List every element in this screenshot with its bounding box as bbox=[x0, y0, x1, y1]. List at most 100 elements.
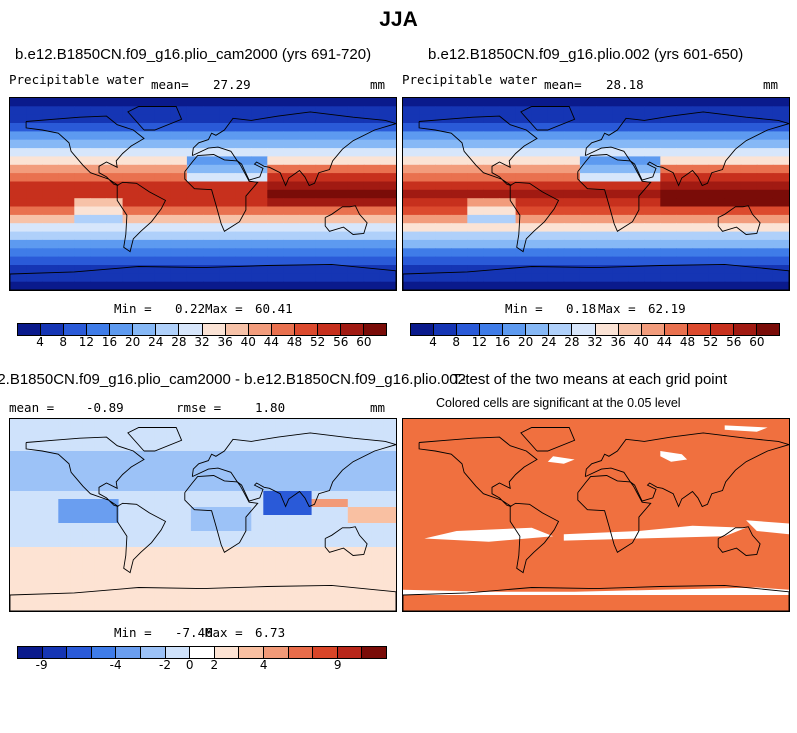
panel1-cell bbox=[106, 148, 124, 157]
panel3-cell bbox=[178, 587, 192, 596]
panel3-cell bbox=[70, 555, 83, 564]
panel2-cell bbox=[467, 265, 484, 274]
panel1-cell bbox=[283, 181, 301, 191]
panel1-cell bbox=[283, 123, 301, 132]
panel2-cell bbox=[692, 148, 710, 157]
cbar2-swatch bbox=[618, 324, 642, 335]
cbt2-label: 48 bbox=[679, 335, 696, 349]
cbt2-label: 36 bbox=[610, 335, 626, 349]
panel3-cell bbox=[299, 523, 313, 532]
panel2-cell bbox=[403, 98, 420, 107]
panel3-cell bbox=[70, 603, 83, 611]
panel1-cell bbox=[379, 256, 396, 266]
panel1-cell bbox=[235, 98, 252, 107]
panel2-cell bbox=[740, 123, 758, 132]
panel3-cell bbox=[263, 427, 276, 436]
panel3-cell bbox=[263, 539, 276, 548]
panel2-cell bbox=[579, 173, 597, 182]
panel3-cell bbox=[118, 579, 132, 588]
panel1-cell bbox=[170, 106, 188, 116]
panel3-cell bbox=[323, 507, 337, 516]
panel1-cell bbox=[138, 98, 156, 107]
panel3-cell bbox=[166, 603, 180, 611]
panel3-cell bbox=[10, 579, 23, 588]
panel3-cell bbox=[299, 515, 313, 524]
panel2-cell bbox=[612, 173, 629, 182]
panel3-cell bbox=[142, 571, 156, 580]
panel3-cell bbox=[46, 587, 59, 596]
panel3-cell bbox=[58, 587, 71, 596]
panel3-cell bbox=[347, 475, 361, 484]
panel3-cell bbox=[130, 435, 144, 444]
panel2-cell bbox=[660, 148, 677, 157]
panel1-cell bbox=[186, 148, 204, 157]
panel1-cell bbox=[219, 214, 236, 224]
panel2-cell bbox=[499, 231, 517, 241]
panel1-cell bbox=[283, 114, 301, 124]
panel2-cell bbox=[596, 106, 613, 116]
panel2-cell bbox=[499, 256, 517, 266]
panel1-cell bbox=[235, 214, 252, 224]
panel2-cell bbox=[692, 173, 710, 182]
panel3-cell bbox=[263, 459, 276, 468]
panel3-cell bbox=[70, 587, 83, 596]
panel2-cell bbox=[499, 189, 517, 199]
panel3-cell bbox=[130, 419, 144, 428]
panel1-cell bbox=[122, 239, 140, 249]
panel2-cell bbox=[740, 98, 758, 107]
panel2-cell bbox=[740, 131, 758, 141]
panel3-cell bbox=[203, 579, 216, 588]
panel1-cell bbox=[283, 106, 301, 116]
panel2-cell bbox=[740, 206, 758, 216]
panel2-cell bbox=[563, 181, 581, 191]
panel3-cell bbox=[58, 507, 71, 516]
panel2-cell bbox=[628, 156, 645, 166]
panel3-cell bbox=[203, 451, 216, 460]
panel3-cell bbox=[383, 451, 396, 460]
panel3-cell bbox=[22, 547, 35, 556]
panel1-cell bbox=[219, 156, 236, 166]
panel2-cell bbox=[579, 114, 597, 124]
panel3-cell bbox=[118, 571, 132, 580]
panel3-cell bbox=[154, 603, 168, 611]
panel2-cell bbox=[563, 265, 581, 274]
panel3-cell bbox=[371, 443, 385, 452]
panel3-cell bbox=[371, 571, 385, 580]
panel2-cell bbox=[515, 131, 533, 141]
panel2-map bbox=[402, 97, 790, 291]
panel2-cell bbox=[483, 281, 501, 290]
panel1-cell bbox=[267, 214, 284, 224]
panel3-cell bbox=[287, 563, 301, 572]
panel2-variable: Precipitable water bbox=[402, 72, 538, 87]
panel1-cell bbox=[363, 189, 381, 199]
panel2-cell bbox=[612, 231, 629, 241]
panel3-cell bbox=[227, 531, 240, 540]
panel2-cell bbox=[596, 189, 613, 199]
panel2-cell bbox=[628, 106, 645, 116]
panel2-cell bbox=[660, 223, 677, 233]
panel2-cell bbox=[579, 239, 597, 249]
panel3-cell bbox=[154, 459, 168, 468]
panel3-cell bbox=[203, 427, 216, 436]
panel3-cell bbox=[203, 571, 216, 580]
panel3-cell bbox=[70, 427, 83, 436]
panel1-cell bbox=[219, 206, 236, 216]
panel3-cell bbox=[203, 563, 216, 572]
panel1-coastline-2 bbox=[184, 154, 259, 232]
panel2-cell bbox=[531, 231, 549, 241]
panel2-cell bbox=[740, 223, 758, 233]
panel3-cell bbox=[94, 499, 108, 508]
panel3-cell bbox=[190, 475, 204, 484]
panel1-cell bbox=[170, 131, 188, 141]
panel1-cell bbox=[74, 239, 91, 249]
panel1-cell bbox=[90, 223, 108, 233]
panel3-cell bbox=[311, 419, 325, 428]
panel1-cell bbox=[331, 248, 349, 258]
panel3-cell bbox=[275, 459, 289, 468]
panel3-cell bbox=[215, 459, 228, 468]
panel2-cell bbox=[692, 248, 710, 258]
panel1-cell bbox=[138, 139, 156, 149]
panel2-cell bbox=[628, 139, 645, 149]
panel1-cell bbox=[186, 265, 204, 274]
panel2-cell bbox=[596, 98, 613, 107]
